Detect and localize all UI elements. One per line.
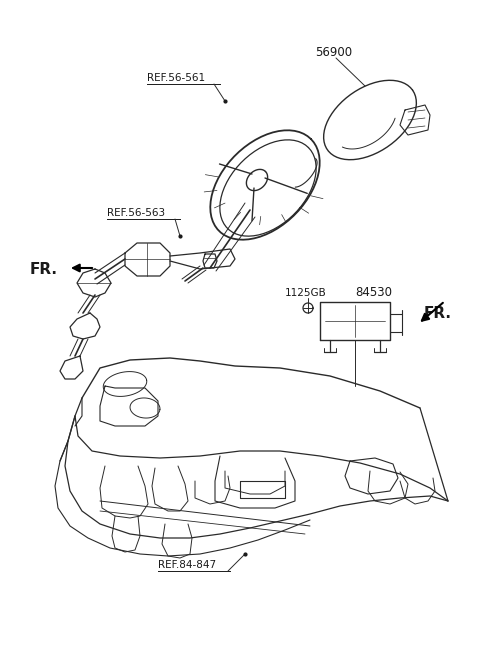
Text: REF.56-563: REF.56-563	[107, 208, 165, 218]
Text: 84530: 84530	[355, 286, 392, 299]
Text: FR.: FR.	[424, 306, 452, 321]
Text: FR.: FR.	[30, 262, 58, 277]
Text: REF.84-847: REF.84-847	[158, 560, 216, 570]
Text: 56900: 56900	[315, 46, 352, 59]
Text: REF.56-561: REF.56-561	[147, 73, 205, 83]
Text: 1125GB: 1125GB	[285, 288, 327, 298]
